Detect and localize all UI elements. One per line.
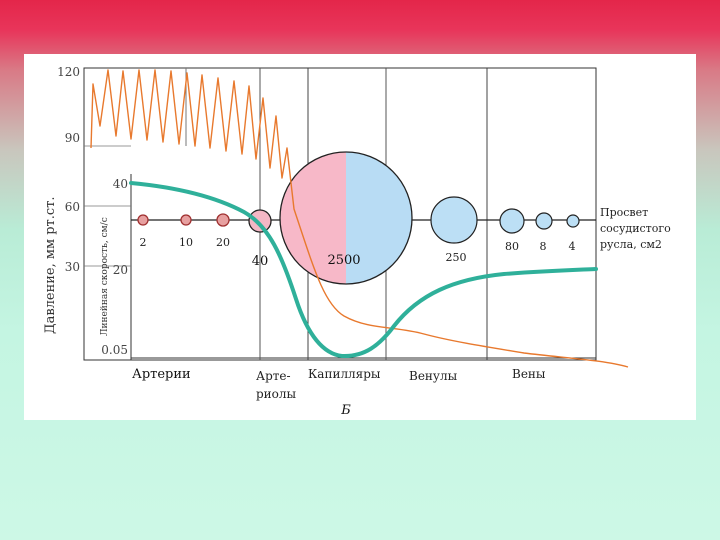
pressure-curve (90, 69, 629, 368)
area-label: 80 (505, 240, 519, 253)
pressure-tick-label: 60 (65, 200, 80, 214)
segment-label-arterioles: риолы (256, 387, 297, 401)
segment-label-arteries: Артерии (132, 367, 191, 382)
pressure-axis-title: Давление, мм рт.ст. (43, 197, 58, 334)
area-label: 40 (252, 254, 269, 269)
area-label: 2500 (327, 253, 360, 268)
area-circle-4 (566, 214, 580, 228)
velocity-axis-title: Линейная скорость, см/с (100, 217, 110, 336)
capillary-area-circle (279, 151, 413, 285)
area-circle-250 (430, 196, 478, 244)
area-label: 4 (569, 240, 576, 253)
hemodynamics-diagram: 120 90 60 30 40 20 0.05 Давление, мм рт.… (43, 65, 671, 418)
segment-label-arterioles: Арте- (256, 369, 291, 383)
area-circle-20 (216, 213, 230, 227)
area-circle-8 (535, 212, 553, 230)
velocity-tick-label: 20 (113, 263, 128, 277)
pressure-tick-label: 30 (65, 260, 80, 274)
outer-frame (83, 67, 597, 361)
pressure-tick-label: 90 (65, 131, 80, 145)
area-circle-2 (137, 214, 149, 226)
velocity-curve (129, 181, 598, 359)
area-label: 8 (540, 240, 547, 253)
diagram-figure: 120 90 60 30 40 20 0.05 Давление, мм рт.… (24, 54, 696, 420)
area-label: 10 (179, 236, 193, 249)
area-legend-line: Просвет (600, 206, 648, 219)
segment-label-capillaries: Капилляры (308, 367, 381, 381)
segment-label-veins: Вены (512, 367, 546, 381)
pressure-tick-label: 120 (57, 65, 80, 79)
figure-caption: Б (340, 403, 351, 418)
area-label: 20 (216, 236, 230, 249)
velocity-tick-label: 0.05 (101, 343, 128, 357)
velocity-tick-label: 40 (113, 177, 128, 191)
area-circle-10 (180, 214, 192, 226)
segment-label-venules: Венулы (409, 369, 458, 383)
area-label: 250 (446, 251, 467, 264)
area-circle-40 (248, 209, 272, 233)
area-legend-line: русла, см2 (600, 238, 662, 251)
area-legend-line: сосудистого (600, 222, 671, 235)
area-circle-80 (499, 208, 525, 234)
area-label: 2 (140, 236, 147, 249)
